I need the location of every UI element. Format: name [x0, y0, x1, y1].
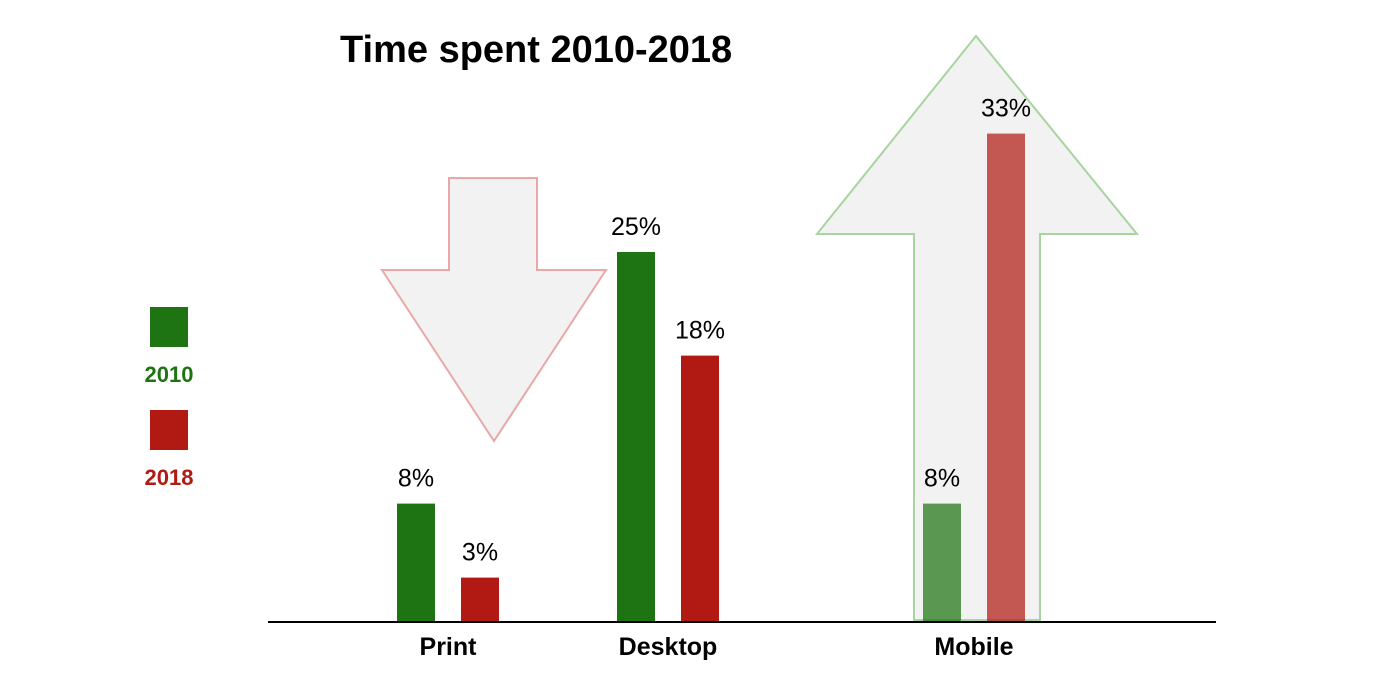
- value-label-print-2010: 8%: [398, 465, 434, 493]
- category-label-desktop: Desktop: [619, 633, 718, 661]
- bar-desktop-2018: [681, 355, 719, 622]
- bar-desktop-2010: [617, 252, 655, 622]
- bar-print-2018: [461, 577, 499, 622]
- category-label-mobile: Mobile: [934, 633, 1013, 661]
- legend-label-2018: 2018: [145, 465, 194, 490]
- value-label-mobile-2010: 8%: [924, 465, 960, 493]
- legend-swatch-2018: [150, 410, 188, 450]
- up-arrow-annotation: [814, 34, 1140, 621]
- category-labels-group: Print Desktop Mobile: [420, 633, 1014, 661]
- legend: 2010 2018: [145, 307, 194, 490]
- legend-label-2010: 2010: [145, 362, 194, 387]
- bars-group: [397, 133, 1025, 622]
- value-label-mobile-2018: 33%: [981, 95, 1031, 123]
- chart-title: Time spent 2010-2018: [340, 29, 732, 71]
- legend-swatch-2010: [150, 307, 188, 347]
- bar-mobile-2010: [923, 503, 961, 622]
- category-label-print: Print: [420, 633, 478, 661]
- value-label-desktop-2018: 18%: [675, 317, 725, 345]
- value-label-desktop-2010: 25%: [611, 213, 661, 241]
- bar-print-2010: [397, 503, 435, 622]
- value-label-print-2018: 3%: [462, 539, 498, 567]
- bar-mobile-2018: [987, 133, 1025, 622]
- value-labels-group: 8% 3% 25% 18% 8% 33%: [398, 95, 1031, 567]
- down-arrow-annotation: [380, 177, 608, 443]
